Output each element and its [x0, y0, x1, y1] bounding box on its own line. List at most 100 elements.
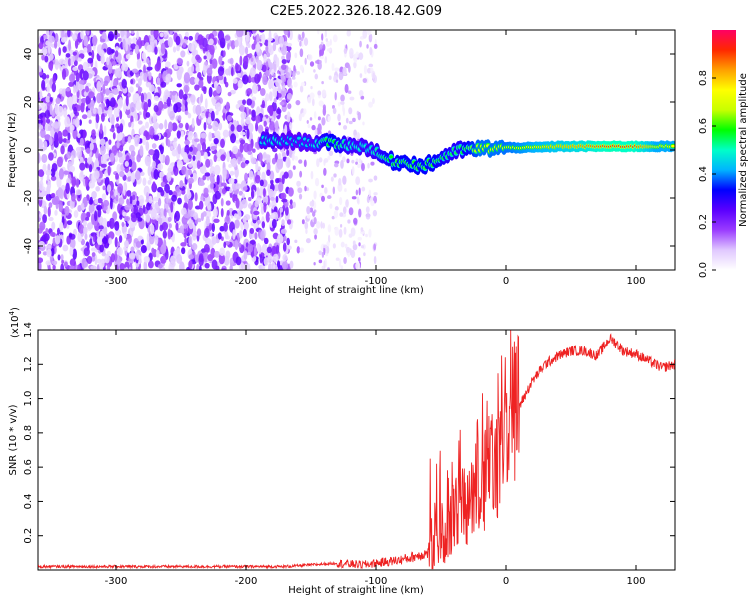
spectrogram-cell [158, 144, 164, 151]
spectrogram-cell [134, 113, 138, 122]
spectrogram-cell [221, 149, 225, 154]
spectrogram-cell [306, 119, 309, 124]
spectrogram-cell [129, 144, 135, 153]
spectrogram-cell [125, 42, 129, 52]
spectrogram-cell [202, 175, 207, 181]
spectrogram-cell [246, 88, 253, 95]
spectrogram-cell [283, 171, 289, 179]
spectrogram-cell [338, 122, 341, 126]
spectrogram-cell [345, 117, 349, 124]
spectrogram-cell [236, 72, 241, 77]
spectrogram-cell [227, 91, 232, 97]
spectrogram-cell [268, 91, 273, 102]
spectrogram-cell [320, 221, 323, 229]
spectrogram-cell [39, 212, 43, 219]
spectrogram-cell [287, 187, 294, 197]
spectrogram-cell [41, 54, 45, 61]
spectrogram-cell [286, 149, 290, 157]
spectrogram-cell [304, 57, 307, 65]
spectrogram-cell [211, 222, 215, 233]
spectrogram-cell [267, 262, 273, 270]
spectrogram-cell [351, 159, 355, 164]
spectrogram-cell [313, 217, 317, 225]
colorbar-tick-label: 0.0 [698, 262, 709, 278]
spectrogram-cell [117, 37, 122, 42]
spectrogram-cell [255, 115, 261, 124]
spectrogram-cell [146, 57, 150, 64]
spectrogram-cell [263, 152, 267, 159]
spectrogram-cell [56, 227, 61, 235]
spectrogram-cell [347, 90, 352, 94]
spectrogram-cell [268, 188, 274, 198]
spectrogram-cell [251, 116, 257, 121]
spectrogram-cell [346, 30, 351, 37]
spectrogram-cell [281, 198, 288, 203]
spectrogram-cell [116, 126, 121, 134]
spectrogram-cell [191, 50, 196, 57]
spectrogram-cell [82, 70, 89, 81]
spectrogram-cell [137, 78, 142, 87]
spectrogram-cell [276, 57, 280, 68]
spectrogram-cell [61, 259, 65, 264]
spectrogram-cell [68, 81, 74, 87]
spectrogram-cell [45, 193, 52, 201]
spectrogram-cell [92, 108, 97, 115]
spectrogram-cell [362, 121, 365, 126]
spectrogram-cell [169, 30, 174, 35]
spectrogram-cell [327, 224, 332, 233]
spectrogram-cell [45, 169, 52, 176]
spectrogram-cell [205, 216, 210, 227]
spectrogram-cell [216, 151, 221, 158]
spectrogram-cell [230, 133, 237, 144]
spectrogram-cell [80, 202, 85, 209]
spectrogram-cell [362, 30, 368, 39]
spectrogram-cell [74, 85, 79, 93]
spectrogram-cell [48, 216, 54, 222]
spectrogram-cell [348, 64, 351, 73]
spectrogram-cell [281, 261, 289, 270]
spectrogram-cell [237, 99, 244, 105]
spectrogram-cell [58, 58, 65, 65]
spectrogram-cell [181, 247, 186, 255]
spectrogram-cell [282, 253, 288, 262]
spectrogram-cell [355, 176, 361, 186]
spectrogram-cell [214, 130, 221, 138]
spectrogram-cell [50, 247, 55, 257]
spectrogram-cell [263, 53, 267, 63]
spectrogram-cell [180, 50, 186, 58]
snr-x-label: Height of straight line (km) [288, 585, 424, 596]
spectrogram-cell [41, 72, 47, 80]
spectrogram-cell [318, 250, 322, 256]
spectrogram-cell [125, 266, 129, 270]
x-tick-label: -200 [235, 276, 258, 287]
snr-line [38, 330, 675, 570]
spectrogram-cell [216, 174, 220, 185]
spectrogram-cell [39, 112, 47, 118]
spectrogram-cell [352, 117, 356, 123]
spectrogram-cell [54, 40, 58, 49]
spectrogram-cell [281, 59, 287, 65]
spectrogram-cell [358, 242, 361, 247]
spectrogram-cell [275, 177, 280, 184]
spectrogram-cell [322, 104, 326, 111]
spectrogram-cell [46, 248, 52, 258]
spectrogram-cell [351, 166, 355, 176]
spectrogram-cell [61, 68, 67, 80]
spectrogram-cell [167, 139, 171, 148]
spectrogram-cell [86, 211, 91, 218]
spectrogram-cell [96, 258, 102, 264]
spectrogram-cell [39, 179, 44, 192]
spectrogram-cell [277, 85, 281, 94]
spectrogram-cell [184, 144, 190, 155]
spectrogram-cell [173, 137, 178, 142]
spectrogram-cell [318, 100, 324, 107]
spectrogram-cell [319, 55, 324, 60]
spectrogram-cell [49, 62, 53, 72]
spectrogram-cell [223, 222, 228, 232]
spectrogram-cell [221, 267, 226, 270]
spectrogram-cell [54, 59, 60, 70]
spectrogram-cell [293, 81, 298, 88]
spectrogram-cell [231, 157, 238, 168]
spectrogram-cell [160, 181, 166, 188]
spectrogram-cell [169, 106, 174, 112]
